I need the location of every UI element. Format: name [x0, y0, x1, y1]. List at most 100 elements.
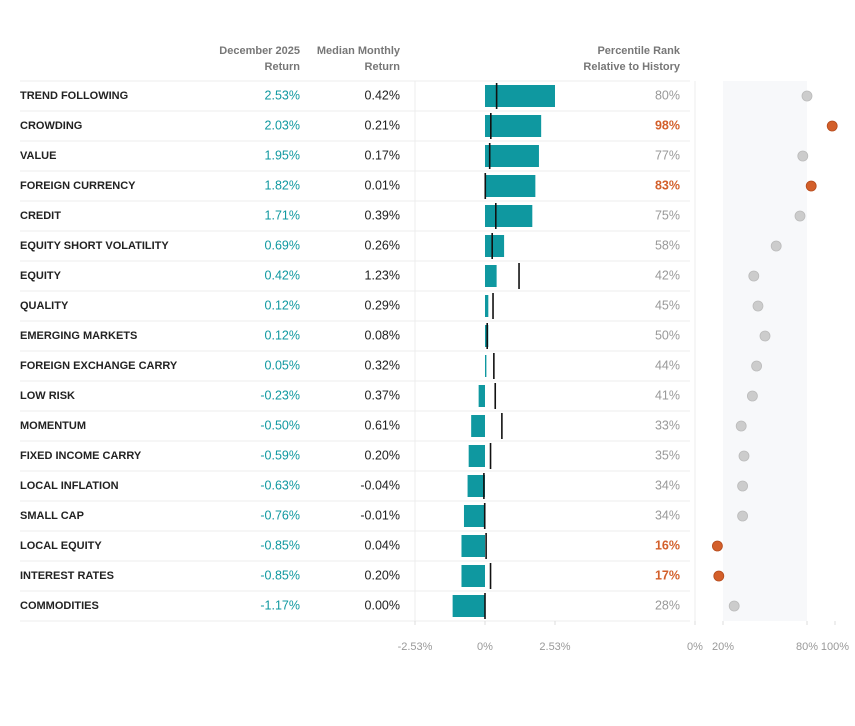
row-name: EQUITY [20, 270, 62, 282]
row-name: CROWDING [20, 120, 82, 132]
bar [485, 355, 487, 377]
percentile-dot [801, 90, 813, 102]
return-value: 0.42% [265, 268, 300, 282]
bar [471, 415, 485, 437]
return-value: 1.82% [265, 178, 300, 192]
median-value: -0.01% [360, 508, 400, 522]
percentile-dot [751, 360, 762, 372]
percentile-value: 77% [655, 148, 680, 162]
return-value: -0.85% [260, 568, 300, 582]
p-tick-label: 100% [821, 641, 849, 653]
percentile-value: 34% [655, 508, 680, 522]
percentile-value: 16% [655, 538, 680, 552]
p-tick-label: 20% [712, 641, 734, 653]
bar [485, 145, 539, 167]
median-value: 0.17% [365, 148, 400, 162]
percentile-value: 58% [655, 238, 680, 252]
return-value: -1.17% [260, 598, 300, 612]
row-name: INTEREST RATES [20, 570, 114, 582]
row-name: FOREIGN EXCHANGE CARRY [20, 360, 178, 372]
percentile-value: 80% [655, 88, 680, 102]
return-value: 1.71% [265, 208, 300, 222]
percentile-value: 33% [655, 418, 680, 432]
percentile-dot [713, 570, 725, 582]
row-name: TREND FOLLOWING [20, 90, 128, 102]
return-value: -0.63% [260, 478, 300, 492]
row-name: CREDIT [20, 210, 61, 222]
row-name: COMMODITIES [20, 600, 99, 612]
percentile-dot [826, 120, 838, 132]
median-value: 0.61% [365, 418, 400, 432]
shaded-band [723, 81, 807, 621]
percentile-dot [735, 420, 747, 432]
bar [478, 385, 485, 407]
percentile-dot [728, 600, 740, 612]
median-value: 0.01% [365, 178, 400, 192]
return-value: -0.85% [260, 538, 300, 552]
row-name: EMERGING MARKETS [20, 330, 137, 342]
return-value: -0.76% [260, 508, 300, 522]
percentile-value: 98% [655, 118, 680, 132]
x-tick-label: 2.53% [539, 641, 570, 653]
bar [468, 445, 485, 467]
x-tick-label: 0% [477, 641, 493, 653]
return-value: 2.03% [265, 118, 300, 132]
bar [485, 265, 497, 287]
row-name: VALUE [20, 150, 56, 162]
percentile-dot [747, 390, 758, 402]
percentile-value: 42% [655, 268, 680, 282]
header: December 2025 [219, 45, 300, 57]
median-value: 0.04% [365, 538, 400, 552]
bar [485, 295, 489, 317]
p-tick-label: 80% [796, 641, 818, 653]
percentile-value: 17% [655, 568, 680, 582]
return-value: 0.69% [265, 238, 300, 252]
return-value: 0.05% [265, 358, 300, 372]
bar [461, 535, 485, 557]
percentile-value: 28% [655, 598, 680, 612]
median-value: 0.26% [365, 238, 400, 252]
median-value: 1.23% [365, 268, 400, 282]
percentile-dot [752, 300, 764, 312]
return-value: -0.59% [260, 448, 300, 462]
p-tick-label: 0% [687, 641, 703, 653]
row-name: FIXED INCOME CARRY [20, 450, 142, 462]
percentile-dot [737, 510, 748, 522]
row-name: FOREIGN CURRENCY [20, 180, 136, 192]
return-value: -0.50% [260, 418, 300, 432]
median-value: 0.08% [365, 328, 400, 342]
header: Median Monthly [317, 45, 401, 57]
percentile-value: 83% [655, 178, 680, 192]
bar [485, 115, 542, 137]
row-name: QUALITY [20, 300, 69, 312]
header: Return [265, 61, 301, 73]
bar [485, 85, 555, 107]
percentile-dot [712, 540, 723, 552]
median-value: 0.00% [365, 598, 400, 612]
percentile-dot [794, 210, 806, 222]
median-value: 0.21% [365, 118, 400, 132]
return-value: 2.53% [265, 88, 300, 102]
percentile-dot [797, 150, 809, 162]
bar [485, 175, 536, 197]
median-value: 0.37% [365, 388, 400, 402]
percentile-value: 35% [655, 448, 680, 462]
percentile-dot [748, 270, 760, 282]
x-tick-label: -2.53% [398, 641, 433, 653]
bar [463, 505, 485, 527]
bar [467, 475, 485, 497]
median-value: 0.39% [365, 208, 400, 222]
return-value: 1.95% [265, 148, 300, 162]
median-value: 0.20% [365, 448, 400, 462]
row-name: LOCAL EQUITY [20, 540, 102, 552]
median-value: 0.29% [365, 298, 400, 312]
header: Return [365, 61, 401, 73]
row-name: LOCAL INFLATION [20, 480, 119, 492]
median-value: 0.32% [365, 358, 400, 372]
percentile-dot [737, 480, 748, 492]
header: Percentile Rank [597, 45, 680, 57]
percentile-value: 45% [655, 298, 680, 312]
percentile-value: 50% [655, 328, 680, 342]
percentile-dot [805, 180, 817, 192]
